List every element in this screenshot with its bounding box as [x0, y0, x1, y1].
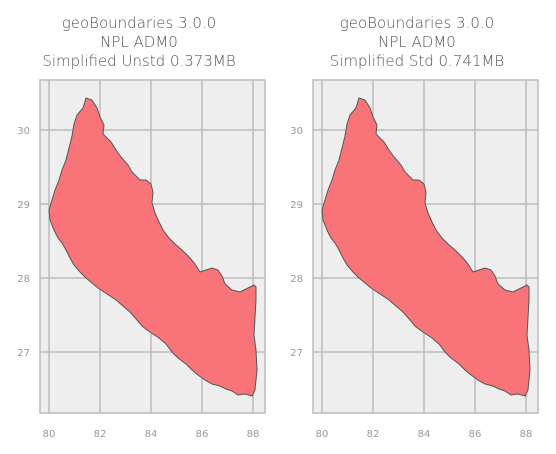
map-plot: 80 82 84 86 88 30 29 28 27: [17, 79, 266, 440]
x-tick-label: 80: [43, 429, 56, 440]
x-tick-label: 88: [520, 429, 533, 440]
y-tick-labels: 30 29 28 27: [290, 126, 303, 359]
x-tick-label: 80: [316, 429, 329, 440]
nepal-boundary: [321, 97, 531, 397]
title-line-2: NPL ADM0: [100, 33, 178, 51]
title-line-1: geoBoundaries 3.0.0: [61, 14, 217, 32]
map-plot: 80 82 84 86 88 30 29 28 27: [290, 79, 539, 440]
y-tick-labels: 30 29 28 27: [17, 126, 30, 359]
title-line-3: Simplified Unstd 0.373MB: [42, 52, 236, 70]
y-tick-label: 29: [290, 200, 303, 211]
x-tick-label: 86: [196, 429, 209, 440]
title-line-1: geoBoundaries 3.0.0: [339, 14, 495, 32]
map-panel-std: geoBoundaries 3.0.0 NPL ADM0 Simplified …: [278, 0, 556, 454]
x-tick-label: 88: [247, 429, 260, 440]
map-panel-unstd: geoBoundaries 3.0.0 NPL ADM0 Simplified …: [0, 14, 278, 440]
y-tick-label: 28: [290, 274, 303, 285]
title-line-3: Simplified Std 0.741MB: [329, 52, 505, 70]
x-tick-label: 82: [94, 429, 107, 440]
y-tick-label: 27: [17, 348, 30, 359]
y-tick-label: 30: [290, 126, 303, 137]
x-tick-label: 86: [469, 429, 482, 440]
y-tick-label: 29: [17, 200, 30, 211]
y-tick-label: 27: [290, 348, 303, 359]
panel-title: geoBoundaries 3.0.0 NPL ADM0 Simplified …: [278, 14, 556, 71]
x-tick-label: 82: [367, 429, 380, 440]
panel-title: geoBoundaries 3.0.0 NPL ADM0 Simplified …: [0, 14, 278, 71]
y-tick-label: 28: [17, 274, 30, 285]
x-tick-label: 84: [145, 429, 158, 440]
x-tick-labels: 80 82 84 86 88: [43, 429, 260, 440]
y-tick-label: 30: [17, 126, 30, 137]
x-tick-label: 84: [418, 429, 431, 440]
x-tick-labels: 80 82 84 86 88: [316, 429, 533, 440]
title-line-2: NPL ADM0: [378, 33, 456, 51]
nepal-boundary: [48, 97, 258, 397]
